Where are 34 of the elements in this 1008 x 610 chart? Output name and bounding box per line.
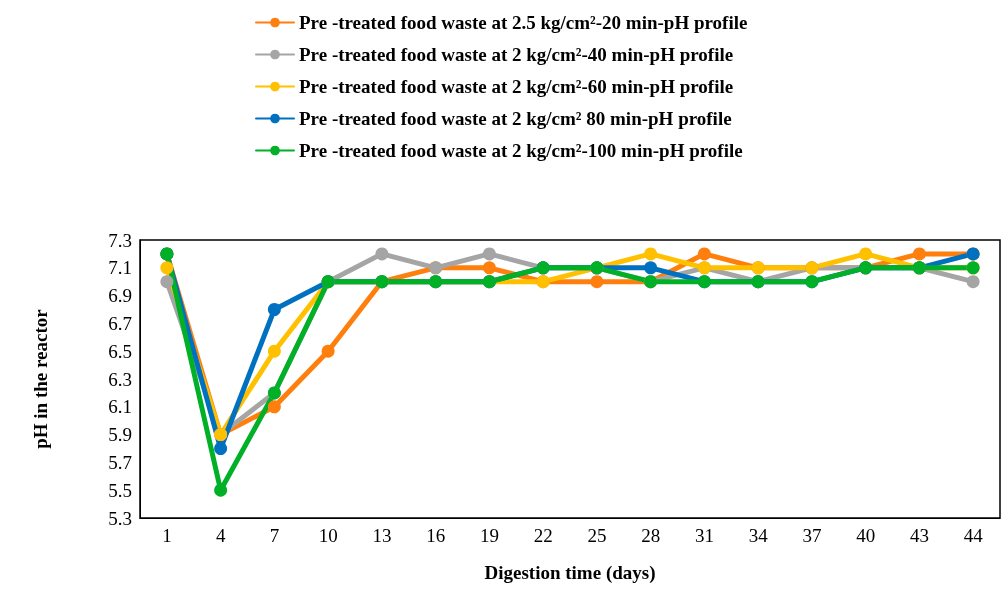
y-tick-label: 6.7: [108, 312, 132, 334]
x-tick-label: 44: [963, 525, 984, 546]
x-tick-label: 22: [533, 525, 553, 546]
x-tick-label: 19: [479, 525, 499, 546]
x-tick-label: 13: [372, 525, 392, 546]
legend-label: Pre -treated food waste at 2 kg/cm²-60 min-pH profile: [299, 76, 734, 97]
y-tick-label: 6.9: [108, 285, 132, 307]
x-tick-label: 37: [802, 525, 822, 546]
y-tick-label: 6.1: [108, 396, 132, 418]
y-tick-label: 5.9: [108, 424, 132, 446]
x-axis-title: Digestion time (days): [484, 562, 656, 584]
x-tick-label: 25: [587, 525, 607, 546]
x-tick-label: 4: [215, 525, 226, 546]
x-tick-label: 43: [909, 525, 929, 546]
x-tick-label: 7: [269, 525, 280, 546]
x-tick-label: 40: [856, 525, 876, 546]
y-tick-label: 6.5: [108, 340, 132, 362]
x-tick-label: 34: [748, 525, 769, 546]
legend-label: Pre -treated food waste at 2 kg/cm² 80 min-pH profile: [299, 108, 732, 129]
y-tick-label: 5.3: [108, 507, 132, 529]
x-tick-label: 16: [426, 525, 446, 546]
x-tick-label: 28: [641, 525, 661, 546]
x-tick-label: 31: [694, 525, 714, 546]
y-tick-label: 5.7: [108, 451, 132, 473]
x-tick-label: 10: [318, 525, 338, 546]
legend-label: Pre -treated food waste at 2 kg/cm²-40 min-pH profile: [299, 44, 734, 65]
legend-label: Pre -treated food waste at 2.5 kg/cm²-20 min-pH profile: [299, 12, 748, 33]
x-tick-label: 1: [162, 525, 172, 546]
y-axis-title: pH in the reactor: [30, 308, 51, 449]
y-tick-label: 7.1: [108, 257, 132, 279]
y-tick-label: 6.3: [108, 368, 132, 390]
y-tick-label: 7.3: [108, 229, 132, 251]
legend-label: Pre -treated food waste at 2 kg/cm²-100 min-pH profile: [299, 140, 743, 161]
y-tick-label: 5.5: [108, 479, 132, 501]
